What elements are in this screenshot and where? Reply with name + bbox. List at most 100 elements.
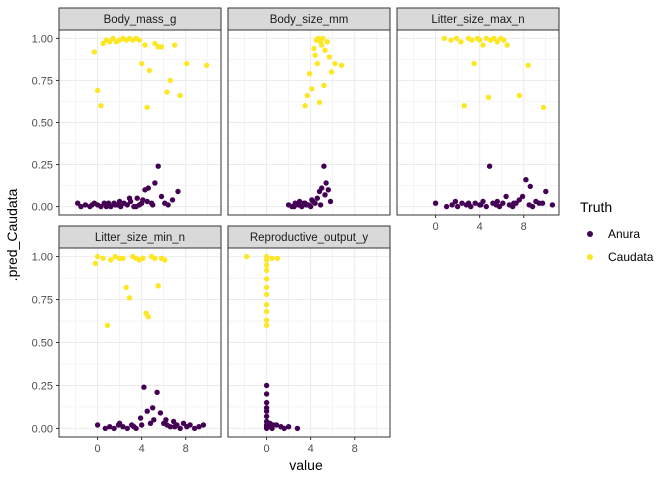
- data-point-anura: [503, 193, 509, 200]
- data-point-anura: [165, 202, 171, 208]
- data-point-anura: [443, 203, 450, 210]
- x-axis-title: value: [289, 457, 323, 473]
- data-point-caudata: [107, 39, 113, 45]
- data-point-anura: [145, 185, 151, 191]
- data-point-caudata: [100, 40, 106, 47]
- data-point-anura: [523, 177, 529, 183]
- data-point-anura: [107, 424, 113, 430]
- data-point-anura: [308, 203, 314, 210]
- data-point-anura: [454, 203, 461, 210]
- data-point-anura: [120, 424, 126, 430]
- data-point-anura: [449, 202, 455, 208]
- data-point-anura: [137, 415, 144, 421]
- data-point-anura: [118, 203, 124, 210]
- data-point-caudata: [306, 71, 313, 77]
- data-point-caudata: [263, 308, 270, 315]
- data-point-anura: [486, 163, 493, 169]
- data-point-anura: [543, 188, 549, 195]
- x-tick-label: 8: [521, 221, 527, 233]
- data-point-caudata: [94, 87, 101, 94]
- data-point-anura: [131, 424, 137, 430]
- axes-layer: 0.00 0.25 0.50 0.75 1.00 0 4 8 0.00 0.25 0.50 0.75 1…: [32, 33, 527, 455]
- data-point-anura: [180, 420, 187, 426]
- data-point-anura: [94, 422, 101, 428]
- data-point-anura: [291, 203, 297, 210]
- data-point-caudata: [461, 103, 467, 109]
- data-point-caudata: [540, 104, 547, 111]
- y-tick-label: 0.75: [32, 75, 53, 87]
- data-point-caudata: [155, 283, 161, 289]
- data-point-anura: [75, 200, 81, 206]
- data-point-anura: [163, 417, 169, 423]
- data-point-anura: [170, 418, 177, 425]
- data-point-caudata: [322, 47, 328, 53]
- data-point-anura: [465, 200, 472, 206]
- facet-panel: Litter_size_max_n: [396, 7, 560, 216]
- data-point-anura: [312, 200, 318, 206]
- data-point-anura: [527, 183, 533, 190]
- data-point-caudata: [441, 35, 448, 42]
- data-point-caudata: [314, 60, 320, 67]
- data-point-anura: [89, 202, 95, 208]
- data-point-anura: [516, 197, 522, 203]
- data-point-anura: [103, 203, 110, 210]
- facet-panel: Litter_size_min_n: [58, 225, 222, 438]
- legend-key-caudata: [587, 254, 593, 260]
- data-point-anura: [141, 384, 147, 390]
- data-point-caudata: [485, 94, 492, 101]
- data-point-caudata: [471, 60, 477, 67]
- data-point-caudata: [123, 284, 129, 291]
- data-point-caudata: [328, 69, 335, 75]
- data-point-anura: [144, 198, 150, 205]
- data-point-anura: [494, 198, 500, 205]
- y-tick-label: 0.25: [32, 380, 53, 392]
- data-point-anura: [478, 202, 484, 208]
- data-point-anura: [539, 200, 546, 206]
- data-point-caudata: [152, 255, 158, 261]
- data-point-anura: [200, 422, 207, 428]
- data-point-anura: [263, 405, 270, 411]
- data-point-anura: [459, 200, 465, 206]
- data-point-caudata: [263, 267, 270, 273]
- data-point-anura: [78, 203, 84, 210]
- data-point-caudata: [516, 92, 522, 99]
- data-point-caudata: [110, 35, 116, 42]
- x-tick-label: 0: [264, 443, 270, 455]
- legend-key-anura: [587, 231, 593, 237]
- data-point-caudata: [504, 42, 510, 48]
- data-point-anura: [150, 202, 156, 208]
- data-point-anura: [432, 200, 439, 206]
- data-point-anura: [301, 200, 307, 206]
- data-point-anura: [158, 193, 165, 200]
- y-tick-label: 1.00: [32, 33, 53, 45]
- data-point-anura: [196, 424, 202, 430]
- data-point-caudata: [263, 257, 270, 263]
- data-point-caudata: [94, 253, 101, 260]
- data-point-caudata: [112, 253, 118, 260]
- data-point-anura: [325, 187, 331, 193]
- data-point-anura: [322, 192, 328, 198]
- data-point-caudata: [494, 39, 500, 45]
- data-point-anura: [327, 198, 334, 205]
- data-point-caudata: [263, 302, 270, 308]
- data-point-caudata: [152, 40, 158, 47]
- data-point-caudata: [263, 317, 270, 323]
- data-point-anura: [124, 202, 130, 208]
- data-point-anura: [187, 422, 193, 428]
- data-point-anura: [285, 424, 292, 430]
- data-point-caudata: [172, 42, 178, 48]
- facet-strip-label: Body_size_mm: [270, 14, 349, 26]
- legend-title: Truth: [580, 199, 612, 215]
- data-point-anura: [270, 422, 276, 428]
- data-point-caudata: [98, 103, 104, 109]
- data-point-caudata: [263, 262, 270, 268]
- data-point-anura: [98, 203, 104, 210]
- data-point-anura: [317, 202, 324, 208]
- y-tick-label: 0.75: [32, 295, 53, 307]
- y-tick-label: 0.00: [32, 202, 53, 214]
- x-tick-label: 0: [95, 443, 101, 455]
- panel-border: [227, 29, 391, 216]
- x-tick-label: 8: [352, 443, 358, 455]
- data-point-caudata: [120, 255, 126, 261]
- data-point-anura: [177, 425, 183, 432]
